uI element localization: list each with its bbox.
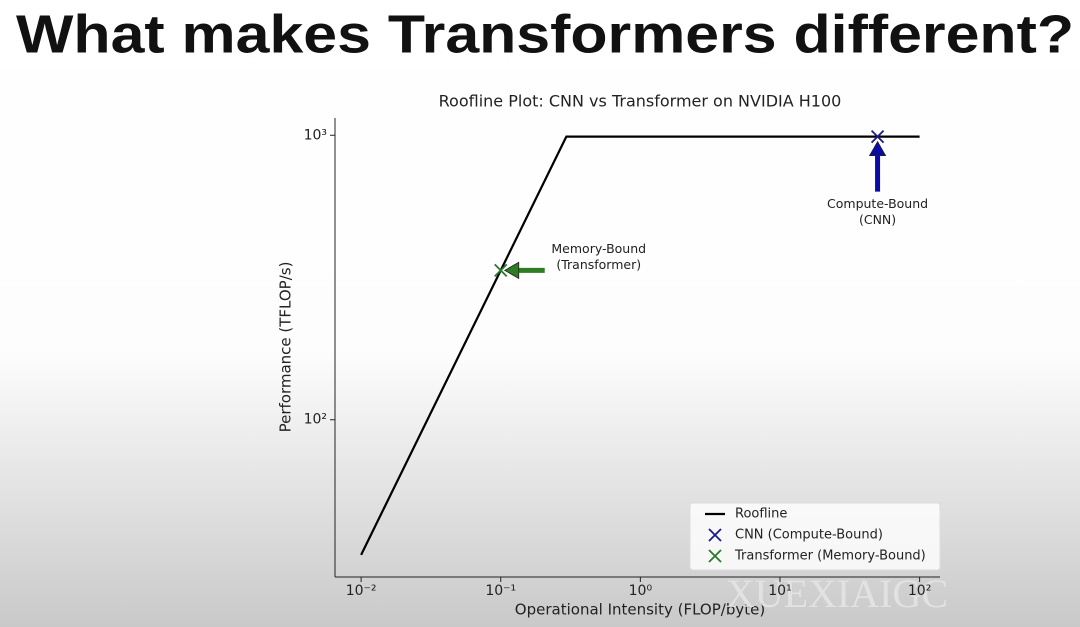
x-tick-label: 10⁻¹ [485, 583, 516, 599]
y-tick-label: 10² [304, 412, 327, 428]
point-marker [870, 129, 885, 144]
x-marker [708, 528, 722, 542]
x-tick-label: 10² [908, 583, 931, 599]
annotation: Compute-Bound [827, 196, 928, 211]
x-axis-label: Operational Intensity (FLOP/byte) [515, 601, 765, 619]
point-marker [708, 528, 722, 542]
annotation-arrow-head [503, 261, 520, 280]
annotation: Memory-Bound [551, 241, 646, 256]
legend-label: Transformer (Memory-Bound) [734, 549, 926, 564]
legend-box [689, 502, 941, 571]
point-marker [708, 549, 722, 563]
x-marker [870, 129, 885, 144]
x-marker [494, 263, 508, 278]
annotation: (CNN) [859, 212, 896, 227]
roofline [360, 135, 920, 556]
annotation-arrow-head [868, 140, 887, 157]
x-tick-label: 10⁰ [629, 583, 653, 599]
legend-label: Roofline [735, 507, 787, 522]
x-tick-label: 10⁻² [346, 583, 377, 599]
x-tick-label: 10¹ [768, 583, 791, 599]
y-tick-label: 10³ [304, 127, 327, 143]
x-marker [708, 549, 722, 563]
y-axis-label: Performance (TFLOP/s) [277, 262, 295, 433]
annotation: (Transformer) [556, 257, 641, 272]
watermark: XUEXIAIGC [726, 571, 948, 616]
legend-label: CNN (Compute-Bound) [735, 528, 883, 543]
chart-title: Roofline Plot: CNN vs Transformer on NVI… [439, 92, 842, 111]
slide-title: What makes Transformers different? [16, 4, 1074, 64]
point-marker [494, 263, 508, 278]
